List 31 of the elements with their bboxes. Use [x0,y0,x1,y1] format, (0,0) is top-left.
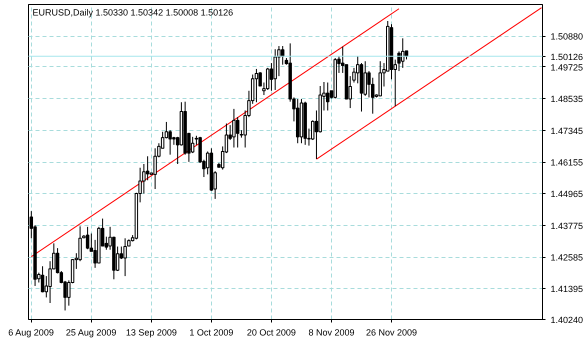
candlestick [401,38,404,68]
y-tick-label: 1.50880 [550,32,584,42]
y-tick-label: 1.47345 [550,126,584,136]
candlestick [190,136,194,154]
x-tick-label: 25 Aug 2009 [66,328,116,338]
candlestick [280,46,284,66]
x-tick-label: 1 Oct 2009 [189,328,234,338]
x-tick-label: 6 Aug 2009 [8,328,54,338]
x-tick-label: 13 Sep 2009 [126,328,177,338]
candlestick [146,156,150,181]
y-tick-label: 1.41395 [550,284,584,294]
y-tick-label: 1.44965 [550,189,584,200]
x-tick-label: 8 Nov 2009 [308,328,354,338]
candlestick [86,226,90,250]
candlestick [273,48,277,90]
chart-title: EURUSD,Daily 1.50330 1.50342 1.50008 1.50126 [32,8,234,18]
ref-line-label: 1.50126 [550,52,584,62]
y-tick-label: 1.40240 [550,315,584,325]
candlestick [123,238,127,277]
candlestick [232,108,236,148]
y-tick-label: 1.43775 [550,220,584,231]
y-tick-label: 1.49725 [550,62,584,72]
y-tick-label: 1.46155 [550,158,584,168]
candlestick [236,116,240,148]
x-tick-label: 20 Oct 2009 [246,328,296,338]
y-tick-label: 1.48535 [550,94,584,104]
candlestick [254,68,258,103]
candlestick [378,60,382,97]
x-tick-label: 26 Nov 2009 [366,328,418,338]
y-tick-label: 1.42585 [550,252,584,263]
candlestick [326,82,330,111]
